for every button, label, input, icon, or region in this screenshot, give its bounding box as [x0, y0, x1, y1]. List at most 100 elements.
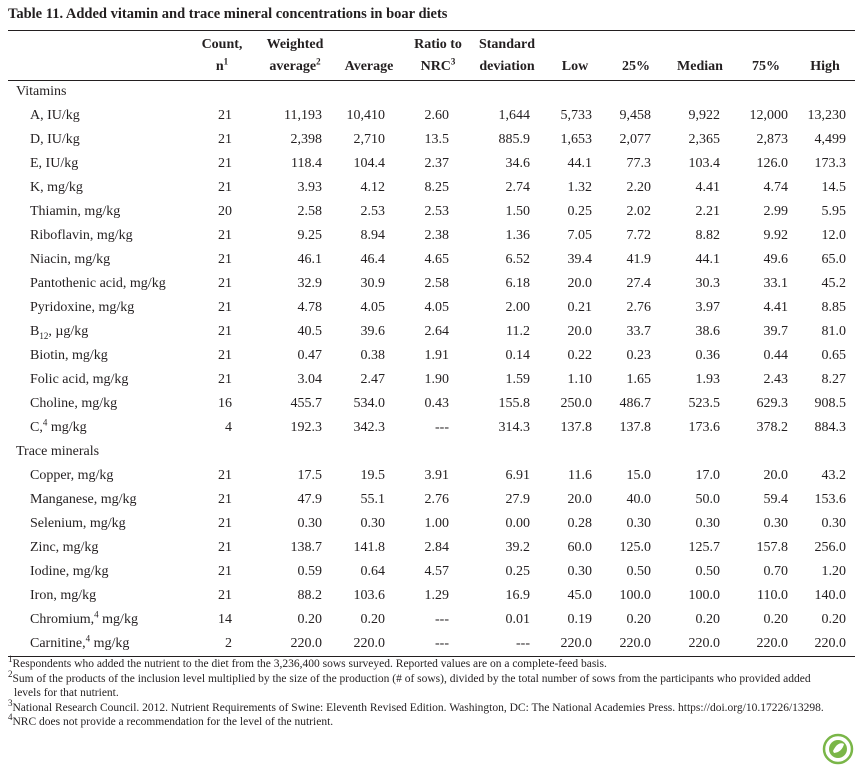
- cell-value: 11.6: [568, 468, 592, 483]
- cell-value: 16: [218, 396, 232, 411]
- text: Standard: [478, 37, 536, 52]
- column-header: Standard: [479, 34, 535, 56]
- cell-value: 0.23: [626, 348, 652, 363]
- cell-value: 88.2: [297, 588, 323, 603]
- text: B: [30, 324, 40, 339]
- text: n: [215, 59, 224, 74]
- cell-value: 4.05: [424, 300, 450, 315]
- footnote-text: Respondents who added the nutrient to th…: [12, 658, 607, 670]
- cell-value: 2,077: [619, 132, 652, 147]
- cell-value: 21: [218, 516, 232, 531]
- cell-value: 8.27: [821, 372, 847, 387]
- text: NRC: [420, 59, 451, 74]
- row-label: Riboflavin, mg/kg: [30, 228, 133, 243]
- cell-value: 220.0: [560, 636, 593, 651]
- cell-value: 0.20: [360, 612, 386, 627]
- cell-value: 21: [218, 156, 232, 171]
- cell-value: 0.70: [763, 564, 789, 579]
- cell-value: 2.76: [626, 300, 652, 315]
- section-label: Vitamins: [16, 84, 67, 99]
- cell-value: 220.0: [290, 636, 323, 651]
- supscript: 4: [94, 609, 99, 620]
- cell-value: 45.2: [821, 276, 847, 291]
- text: Average: [344, 59, 394, 74]
- cell-value: 47.9: [297, 492, 323, 507]
- column-header: 25%: [622, 56, 650, 78]
- footnote-text: NRC does not provide a recommendation fo…: [12, 716, 334, 728]
- cell-value: 5,733: [560, 108, 593, 123]
- cell-value: 0.44: [763, 348, 789, 363]
- cell-value: 4.74: [763, 180, 789, 195]
- cell-value: 40.5: [297, 324, 323, 339]
- cell-value: 33.7: [626, 324, 652, 339]
- cell-value: 21: [218, 252, 232, 267]
- footnote: 4NRC does not provide a recommendation f…: [8, 713, 838, 730]
- cell-value: 46.1: [297, 252, 323, 267]
- cell-value: 0.19: [567, 612, 593, 627]
- cell-value: 39.7: [763, 324, 789, 339]
- cell-value: 2,365: [688, 132, 721, 147]
- supscript: 4: [85, 633, 91, 644]
- cell-value: 0.22: [567, 348, 593, 363]
- text: deviation: [479, 59, 535, 74]
- cell-value: 173.6: [688, 420, 721, 435]
- cell-value: ---: [435, 636, 449, 651]
- cell-value: 21: [218, 564, 232, 579]
- text: Weighted: [266, 37, 324, 52]
- cell-value: 1.91: [424, 348, 450, 363]
- bottom-rule: [8, 656, 855, 657]
- cell-value: 8.25: [424, 180, 450, 195]
- footnote-text: Sum of the products of the inclusion lev…: [12, 672, 811, 700]
- cell-value: 885.9: [498, 132, 531, 147]
- cell-value: 21: [218, 324, 232, 339]
- text: High: [810, 59, 840, 74]
- footnotes: 1Respondents who added the nutrient to t…: [8, 655, 838, 730]
- cell-value: 0.64: [360, 564, 386, 579]
- column-header: Count,: [202, 34, 243, 56]
- column-header: NRC3: [421, 56, 456, 78]
- column-header: Ratio to: [414, 34, 462, 56]
- cell-value: 4.57: [424, 564, 450, 579]
- cell-value: 14.5: [821, 180, 847, 195]
- cell-value: 104.4: [353, 156, 386, 171]
- cell-value: 4.05: [360, 300, 386, 315]
- cell-value: 3.97: [695, 300, 721, 315]
- row-label: Pantothenic acid, mg/kg: [30, 276, 166, 291]
- cell-value: 2.38: [424, 228, 450, 243]
- cell-value: 0.65: [821, 348, 847, 363]
- cell-value: 0.20: [821, 612, 847, 627]
- cell-value: 2.64: [424, 324, 450, 339]
- cell-value: 7.72: [626, 228, 652, 243]
- text: mg/kg: [90, 636, 130, 651]
- row-label: K, mg/kg: [30, 180, 83, 195]
- cell-value: 0.30: [567, 564, 593, 579]
- row-label: Iron, mg/kg: [30, 588, 97, 603]
- cell-value: 39.4: [567, 252, 593, 267]
- cell-value: 0.25: [505, 564, 531, 579]
- cell-value: 16.9: [505, 588, 531, 603]
- cell-value: 14: [218, 612, 232, 627]
- row-label: A, IU/kg: [30, 108, 80, 123]
- cell-value: 4.12: [360, 180, 386, 195]
- text: Carnitine,: [30, 636, 86, 651]
- cell-value: 125.7: [688, 540, 721, 555]
- cell-value: 21: [218, 372, 232, 387]
- cell-value: 0.30: [626, 516, 652, 531]
- cell-value: 0.14: [505, 348, 531, 363]
- cell-value: 55.1: [360, 492, 386, 507]
- cell-value: 1.59: [505, 372, 531, 387]
- cell-value: 6.91: [505, 468, 531, 483]
- cell-value: 4.65: [424, 252, 450, 267]
- cell-value: 12.0: [821, 228, 847, 243]
- cell-value: 2,398: [290, 132, 323, 147]
- cell-value: 41.9: [626, 252, 652, 267]
- cell-value: 34.6: [505, 156, 531, 171]
- column-header: deviation: [479, 56, 534, 78]
- column-header: 75%: [752, 56, 780, 78]
- cell-value: 11.2: [506, 324, 530, 339]
- cell-value: 153.6: [814, 492, 847, 507]
- row-label: C,4 mg/kg: [30, 416, 87, 440]
- row-label: B12, µg/kg: [30, 320, 88, 344]
- cell-value: 27.9: [505, 492, 531, 507]
- cell-value: 1.00: [424, 516, 450, 531]
